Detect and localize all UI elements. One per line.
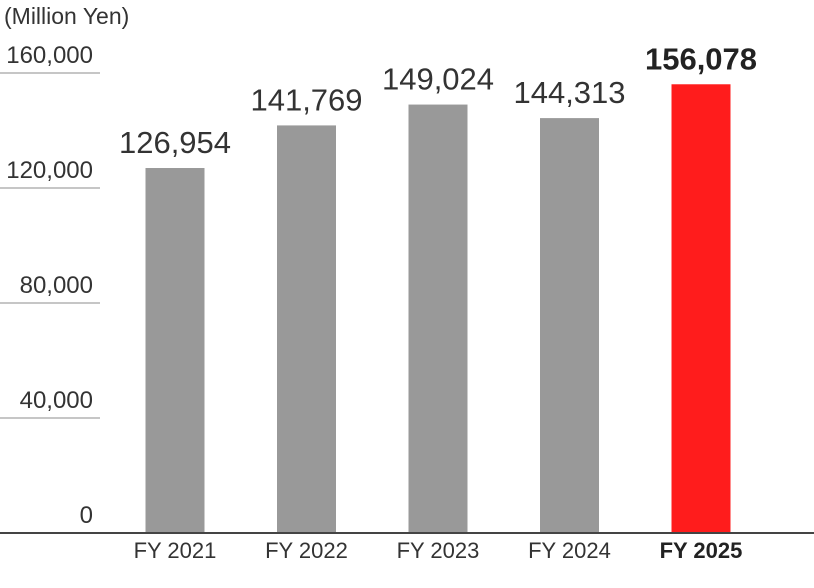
- data-label: 126,954: [119, 125, 231, 160]
- x-tick-label: FY 2025: [660, 538, 743, 563]
- gridlines: [0, 72, 100, 419]
- x-tick-label: FY 2022: [265, 538, 348, 563]
- data-label: 144,313: [513, 75, 625, 110]
- bar-fy-2023: [408, 104, 468, 533]
- x-axis-tick-labels: FY 2021 FY 2022 FY 2023 FY 2024 FY 2025: [134, 538, 743, 563]
- y-tick-label: 40,000: [20, 387, 93, 414]
- bar-fy-2024: [540, 118, 599, 533]
- bar-fy-2021: [145, 168, 205, 533]
- x-tick-label: FY 2024: [528, 538, 611, 563]
- x-tick-label: FY 2023: [397, 538, 480, 563]
- y-tick-label: 160,000: [6, 42, 93, 69]
- y-axis-tick-labels: 0 40,000 80,000 120,000 160,000: [6, 42, 93, 529]
- x-tick-label: FY 2021: [134, 538, 217, 563]
- data-labels: 126,954 141,769 149,024 144,313 156,078: [119, 41, 757, 160]
- bars: [145, 84, 731, 533]
- bar-fy-2022: [277, 125, 336, 533]
- data-label: 149,024: [382, 62, 494, 97]
- y-tick-label: 0: [80, 502, 93, 529]
- y-axis-unit-label: (Million Yen): [4, 3, 129, 29]
- y-tick-label: 120,000: [6, 157, 93, 184]
- data-label: 156,078: [645, 41, 757, 76]
- y-tick-label: 80,000: [20, 272, 93, 299]
- data-label: 141,769: [250, 82, 362, 117]
- bar-fy-2025: [671, 84, 731, 533]
